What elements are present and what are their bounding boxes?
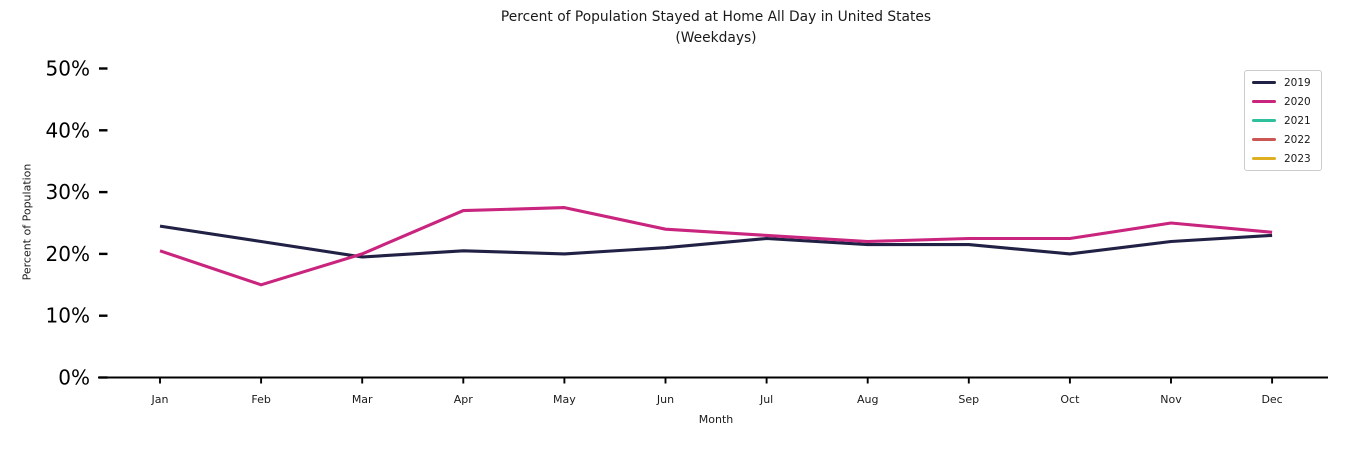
legend-label: 2020: [1284, 95, 1311, 108]
x-tick-label: Nov: [1160, 393, 1182, 406]
legend-item-2019: 2019: [1252, 76, 1314, 89]
x-tick-label: Apr: [454, 393, 474, 406]
legend-item-2023: 2023: [1252, 152, 1314, 165]
legend-item-2021: 2021: [1252, 114, 1314, 127]
x-tick-label: May: [553, 393, 576, 406]
legend-label: 2022: [1284, 133, 1311, 146]
chart-title-line2: (Weekdays): [675, 29, 757, 46]
legend-item-2020: 2020: [1252, 95, 1314, 108]
y-tick-label: 50%: [46, 57, 90, 81]
x-tick-label: Aug: [857, 393, 878, 406]
x-tick-label: Jan: [151, 393, 169, 406]
y-tick-label: 20%: [46, 242, 90, 266]
y-tick-label: 30%: [46, 180, 90, 204]
y-tick-label: 0%: [58, 366, 90, 390]
legend: 2019 2020 2021 2022 2023: [1244, 70, 1322, 171]
legend-label: 2019: [1284, 76, 1311, 89]
legend-swatch-icon: [1252, 118, 1276, 123]
x-tick-label: Sep: [958, 393, 979, 406]
x-tick-label: Feb: [251, 393, 270, 406]
y-tick-label: 40%: [46, 118, 90, 142]
chart-title-line1: Percent of Population Stayed at Home All…: [500, 9, 932, 25]
x-tick-label: Jun: [656, 393, 674, 406]
chart-line-2020: [159, 206, 1273, 287]
x-tick-label: Mar: [352, 393, 373, 406]
legend-swatch-icon: [1252, 99, 1276, 104]
legend-label: 2023: [1284, 152, 1311, 165]
x-tick-label: Oct: [1060, 393, 1080, 406]
legend-swatch-icon: [1252, 137, 1276, 142]
chart-title: Percent of Population Stayed at Home All…: [501, 7, 931, 48]
y-tick-label: 10%: [46, 304, 90, 328]
x-axis-label: Month: [698, 413, 734, 426]
chart-line-2019: [159, 224, 1273, 259]
legend-item-2022: 2022: [1252, 133, 1314, 146]
legend-label: 2021: [1284, 114, 1311, 127]
legend-swatch-icon: [1252, 80, 1276, 85]
legend-swatch-icon: [1252, 156, 1276, 161]
x-tick-label: Dec: [1261, 393, 1282, 406]
x-tick-label: Jul: [759, 393, 773, 406]
